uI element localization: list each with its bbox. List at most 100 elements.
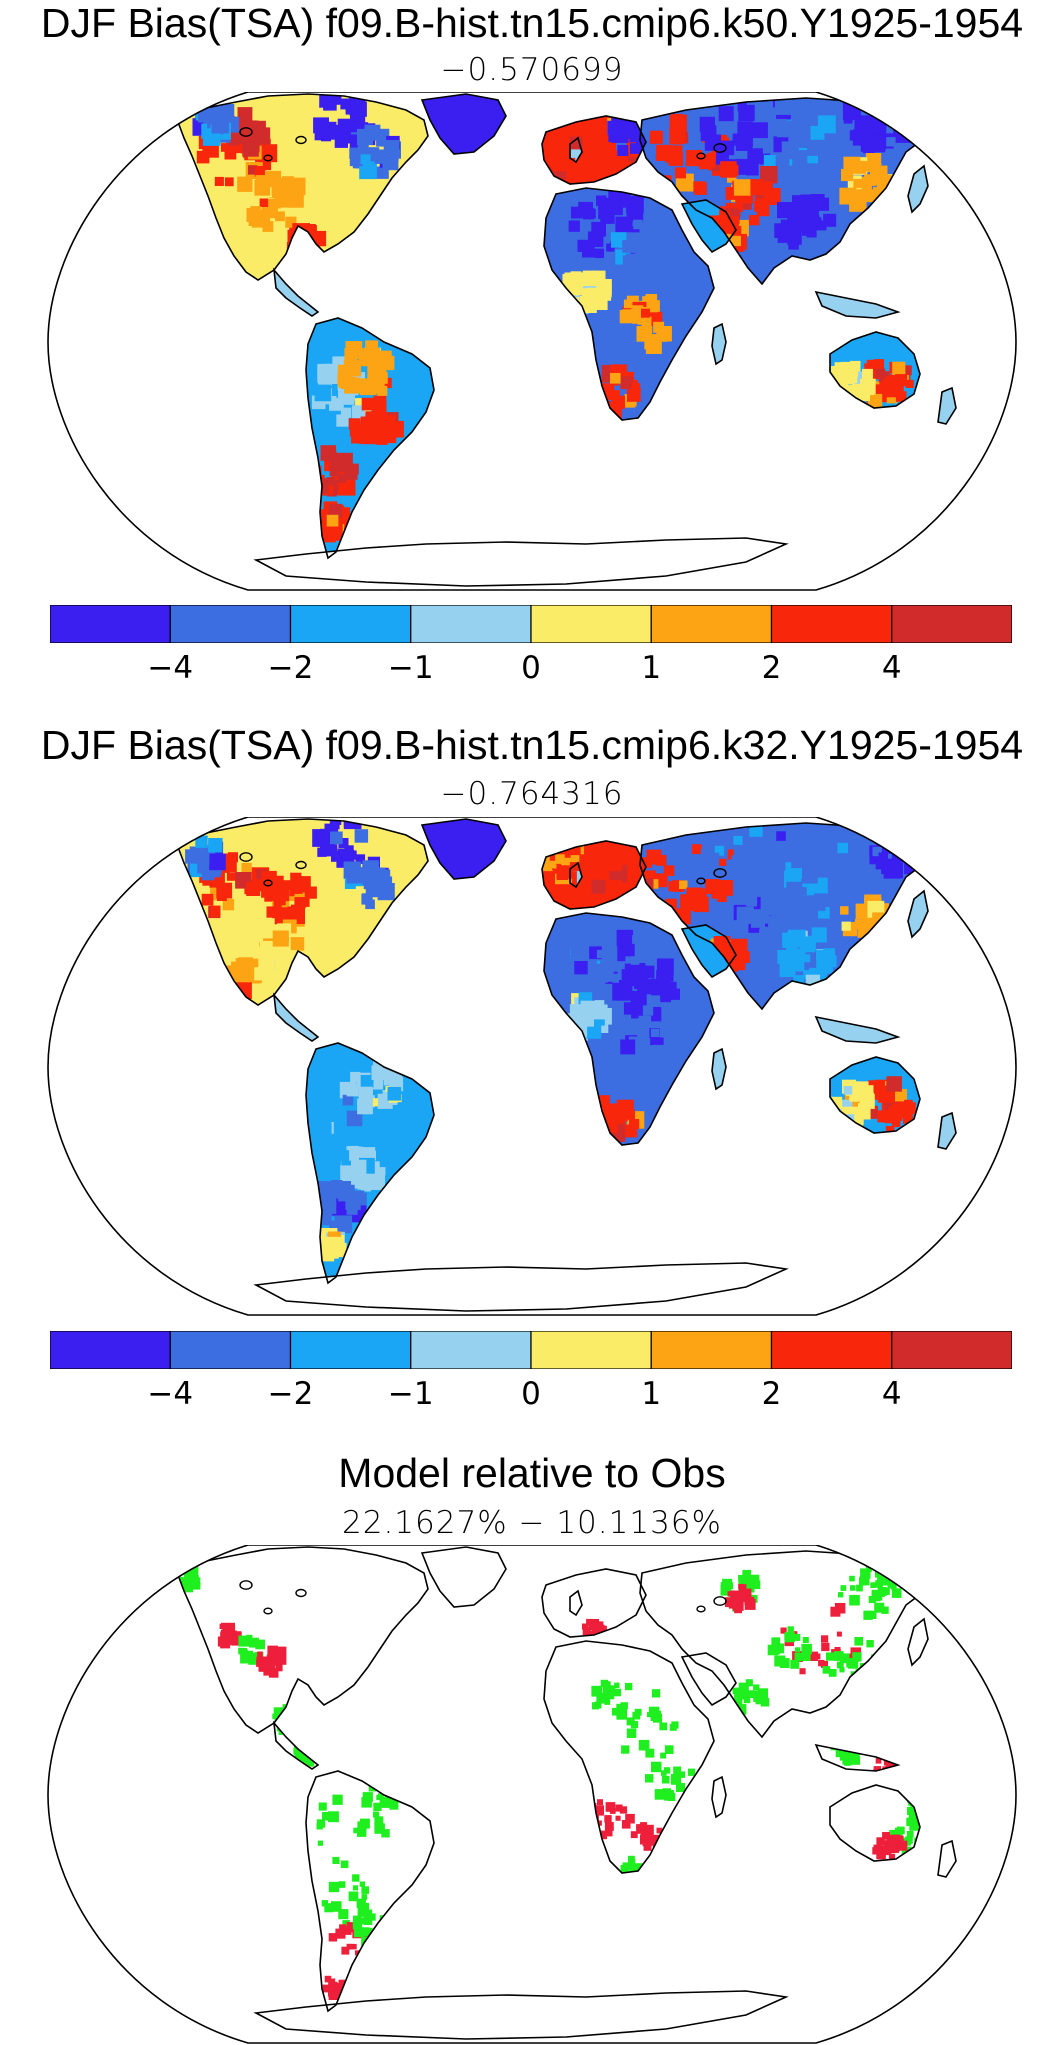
better-cell	[794, 1653, 803, 1661]
panel-2-bias-map	[47, 817, 1017, 1316]
worse-cell	[599, 1625, 607, 1633]
better-cell	[650, 1710, 661, 1721]
better-cell	[890, 1563, 899, 1572]
worse-cell	[351, 1943, 357, 1950]
better-cell	[850, 1752, 860, 1762]
worse-cell	[834, 1603, 846, 1614]
worse-cell	[615, 1804, 623, 1812]
panel-1-colorbar-labels: −4 −2 −1 0 1 2 4	[50, 650, 1012, 690]
better-cell	[850, 1671, 862, 1683]
better-cell	[920, 1839, 931, 1851]
better-cell	[891, 1588, 902, 1598]
better-cell	[853, 1684, 859, 1690]
better-cell	[787, 1626, 794, 1633]
better-cell	[738, 1682, 749, 1693]
worse-cell	[221, 1622, 227, 1629]
better-cell	[361, 1927, 370, 1936]
better-cell	[863, 1610, 873, 1620]
better-cell	[860, 1681, 868, 1689]
worse-cell	[730, 1590, 742, 1602]
worse-cell	[597, 1799, 603, 1806]
better-cell	[628, 1858, 636, 1866]
worse-cell	[885, 1772, 896, 1784]
better-cell	[614, 1682, 620, 1688]
bias-patch	[307, 1081, 381, 1152]
colorbar-tick-label: −2	[267, 1376, 314, 1412]
colorbar-tick-label: 1	[641, 650, 662, 686]
better-cell	[852, 1652, 862, 1662]
better-cell	[744, 1582, 755, 1593]
better-cell	[734, 1698, 743, 1707]
better-cell	[288, 1716, 297, 1725]
bias-patch	[225, 957, 266, 999]
bias-patch	[830, 1079, 875, 1129]
worse-cell	[649, 1837, 657, 1846]
worse-cell	[621, 1820, 631, 1829]
bias-patch	[619, 294, 672, 354]
land-an	[256, 1991, 786, 2039]
better-cell	[743, 1696, 751, 1704]
bias-patch	[312, 819, 369, 872]
worse-cell	[619, 1806, 628, 1814]
better-cell	[359, 1881, 365, 1887]
better-cell	[591, 1685, 603, 1697]
better-cell	[317, 1840, 323, 1846]
better-cell	[663, 1767, 671, 1774]
better-cell	[907, 1806, 916, 1815]
better-cell	[307, 1746, 314, 1753]
better-cell	[883, 1566, 894, 1576]
better-cell	[849, 1594, 860, 1606]
worse-cell	[260, 1662, 268, 1671]
worse-cell	[226, 1622, 235, 1632]
better-cell	[661, 1770, 667, 1776]
worse-cell	[876, 1837, 885, 1845]
land-md	[712, 1777, 726, 1817]
better-cell	[189, 1566, 199, 1575]
better-cell	[923, 1830, 935, 1841]
better-cell	[242, 1650, 254, 1662]
better-cell	[380, 1797, 392, 1808]
bias-patch	[857, 1076, 916, 1133]
worse-cell	[630, 1831, 638, 1839]
better-cell	[745, 1679, 753, 1687]
better-cell	[687, 1768, 696, 1776]
bias-patch	[306, 445, 359, 497]
panel-1-global-mean: −0.570699	[440, 52, 624, 88]
worse-cell	[883, 1778, 890, 1785]
better-cell	[722, 1578, 733, 1589]
colorbar-swatch	[891, 1331, 1012, 1369]
panel-2-title: DJF Bias(TSA) f09.B-hist.tn15.cmip6.k32.…	[40, 722, 1024, 768]
better-cell	[374, 1926, 383, 1935]
colorbar-swatch	[530, 605, 652, 643]
colorbar-swatch	[169, 1331, 292, 1369]
better-cell	[862, 1698, 869, 1704]
better-cell	[630, 1721, 639, 1729]
worse-cell	[799, 1668, 806, 1675]
bias-patch	[185, 835, 226, 881]
colorbar-swatch	[650, 1331, 773, 1369]
better-cell	[600, 1695, 607, 1702]
better-cell	[897, 1826, 905, 1835]
colorbar-tick-label: 0	[521, 650, 541, 686]
panel-3-relative-map	[47, 1545, 1017, 2044]
better-cell	[626, 1874, 634, 1883]
better-cell	[921, 1800, 932, 1811]
better-cell	[795, 1647, 801, 1653]
better-cell	[877, 1586, 887, 1596]
better-cell	[322, 1812, 331, 1821]
better-cell	[606, 1691, 615, 1700]
bias-patch	[348, 395, 404, 445]
bias-patch	[620, 1015, 671, 1075]
better-cell	[631, 1872, 638, 1880]
better-cell	[828, 1669, 837, 1677]
land-jp	[908, 1619, 928, 1665]
better-cell	[364, 1940, 376, 1952]
better-cell	[290, 1708, 299, 1717]
worse-cell	[888, 1853, 896, 1860]
colorbar-swatch	[50, 605, 171, 643]
better-cell	[738, 1574, 745, 1582]
better-cell	[318, 1802, 327, 1811]
better-cell	[826, 1652, 835, 1661]
better-cell	[867, 1697, 874, 1704]
better-cell	[373, 1811, 380, 1818]
